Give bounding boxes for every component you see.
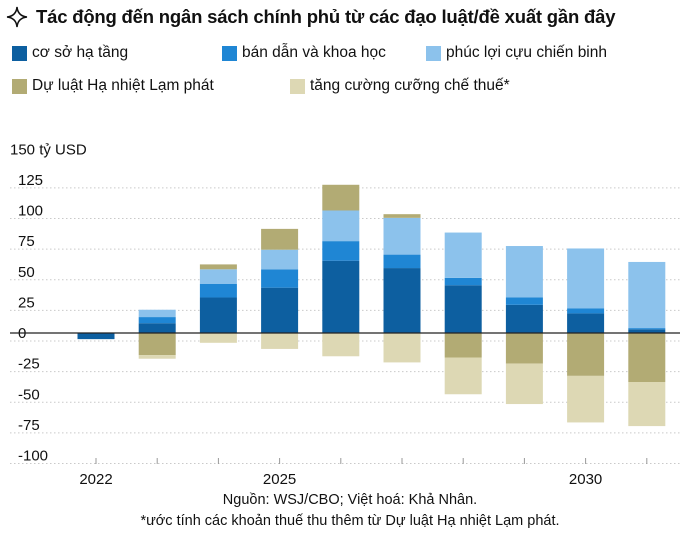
bar-segment [138, 323, 176, 333]
bar-segment [567, 375, 605, 423]
bar-segment [628, 329, 666, 333]
legend-swatch [222, 45, 237, 61]
bar-segment [383, 217, 421, 255]
bar-segment [444, 277, 482, 286]
bar-segment [628, 382, 666, 427]
bar-segment [628, 333, 666, 382]
footnote: *ước tính các khoản thuế thu thêm từ Dự … [140, 513, 560, 529]
bar-segment [199, 284, 237, 298]
bar-segment [383, 214, 421, 218]
bar-segment [444, 357, 482, 395]
y-tick-label: 100 [18, 203, 43, 220]
legend-label: bán dẫn và khoa học [242, 44, 386, 61]
legend-label: tăng cường cưỡng chế thuế* [310, 77, 510, 94]
bar-segment [322, 184, 360, 211]
legend-swatch [290, 78, 305, 94]
bar-segment [199, 297, 237, 333]
y-tick-label: -75 [18, 417, 40, 434]
legend-item-infrastructure: cơ sở hạ tầng [12, 44, 128, 62]
bar-segment [322, 241, 360, 261]
legend-item-ira: Dự luật Hạ nhiệt Lạm phát [12, 77, 214, 95]
legend-swatch [12, 78, 27, 94]
bar-segment [261, 287, 299, 333]
bar-segment [383, 268, 421, 333]
y-tick-label: -100 [18, 448, 48, 465]
bar-segment [383, 254, 421, 269]
bar-segment [444, 232, 482, 278]
y-tick-label: 25 [18, 294, 35, 311]
bar-segment [138, 317, 176, 324]
source-note: Nguồn: WSJ/CBO; Việt hoá: Khả Nhân. [222, 492, 478, 508]
x-tick-label: 2025 [263, 471, 296, 488]
bar-segment [505, 333, 543, 364]
bar-segment [199, 264, 237, 270]
legend-item-veterans: phúc lợi cựu chiến binh [426, 44, 607, 62]
legend-item-semiconductors: bán dẫn và khoa học [222, 44, 386, 62]
bar-segment [567, 333, 605, 376]
bar-segment [322, 333, 360, 357]
bar-segment [567, 313, 605, 333]
bar-segment [444, 285, 482, 333]
bar-segment [261, 333, 299, 349]
legend-label: cơ sở hạ tầng [32, 44, 129, 61]
bar-segment [199, 269, 237, 284]
bar-segment [628, 261, 666, 329]
x-tick-label: 2022 [79, 471, 112, 488]
bar-segment [444, 333, 482, 358]
bar-segment [138, 309, 176, 318]
bar-segment [261, 228, 299, 250]
legend-label: phúc lợi cựu chiến binh [446, 44, 607, 61]
y-tick-label: 125 [18, 172, 43, 189]
bar-segment [383, 333, 421, 363]
y-tick-label: 50 [18, 264, 35, 281]
legend-swatch [426, 45, 441, 61]
bar-segment [322, 260, 360, 333]
bar-segment [199, 333, 237, 343]
y-tick-label: -50 [18, 386, 40, 403]
bar-segment [261, 269, 299, 288]
bar-segment [505, 363, 543, 405]
sparkle-icon [6, 6, 28, 28]
bar-segment [138, 355, 176, 359]
chart-title: Tác động đến ngân sách chính phủ từ các … [36, 6, 616, 27]
bar-segment [77, 333, 115, 340]
y-tick-label: -25 [18, 356, 40, 373]
bar-segment [505, 297, 543, 305]
bar-segment [505, 304, 543, 333]
legend-label: Dự luật Hạ nhiệt Lạm phát [32, 77, 214, 94]
bar-segment [261, 249, 299, 270]
bar-segment [567, 308, 605, 314]
legend-item-tax-enforcement: tăng cường cưỡng chế thuế* [290, 77, 510, 95]
bar-segment [138, 333, 176, 356]
y-axis-title: 150 tỷ USD [10, 141, 87, 158]
bar-segment [505, 246, 543, 298]
y-tick-label: 75 [18, 233, 35, 250]
bar-segment [322, 210, 360, 242]
bar-segment [567, 248, 605, 309]
x-tick-label: 2030 [569, 471, 602, 488]
legend-swatch [12, 45, 27, 61]
title-row: Tác động đến ngân sách chính phủ từ các … [6, 6, 616, 28]
bar-segment [628, 328, 666, 330]
